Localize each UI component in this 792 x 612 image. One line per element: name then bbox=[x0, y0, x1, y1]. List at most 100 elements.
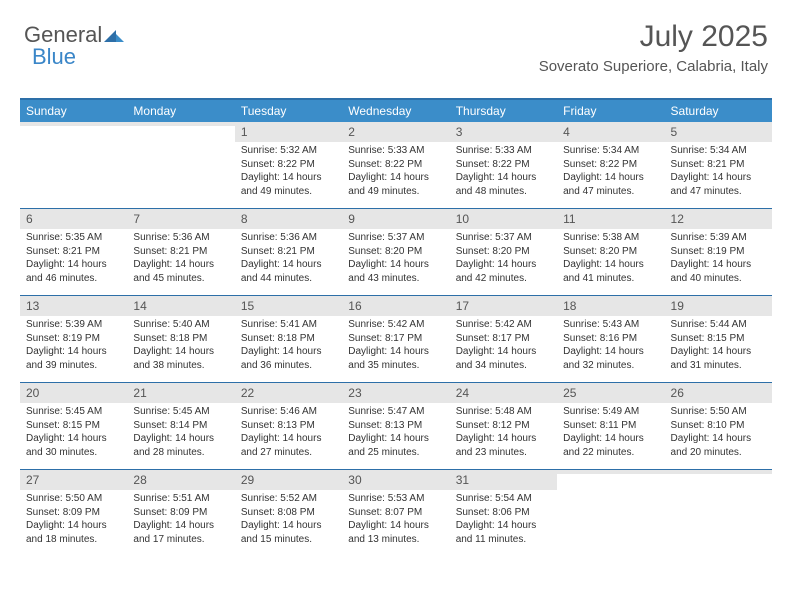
day-details: Sunrise: 5:49 AMSunset: 8:11 PMDaylight:… bbox=[557, 403, 664, 463]
day-details: Sunrise: 5:50 AMSunset: 8:09 PMDaylight:… bbox=[20, 490, 127, 550]
day-details: Sunrise: 5:33 AMSunset: 8:22 PMDaylight:… bbox=[342, 142, 449, 202]
day-details: Sunrise: 5:36 AMSunset: 8:21 PMDaylight:… bbox=[235, 229, 342, 289]
day-details: Sunrise: 5:39 AMSunset: 8:19 PMDaylight:… bbox=[20, 316, 127, 376]
week-row: 6Sunrise: 5:35 AMSunset: 8:21 PMDaylight… bbox=[20, 208, 772, 295]
day-number: 6 bbox=[20, 209, 127, 229]
day-details: Sunrise: 5:52 AMSunset: 8:08 PMDaylight:… bbox=[235, 490, 342, 550]
day-header: Sunday bbox=[20, 100, 127, 122]
day-details: Sunrise: 5:32 AMSunset: 8:22 PMDaylight:… bbox=[235, 142, 342, 202]
day-cell bbox=[20, 122, 127, 208]
day-number: 3 bbox=[450, 122, 557, 142]
day-number: 17 bbox=[450, 296, 557, 316]
day-number: 2 bbox=[342, 122, 449, 142]
day-number: 22 bbox=[235, 383, 342, 403]
day-header: Friday bbox=[557, 100, 664, 122]
day-number: 12 bbox=[665, 209, 772, 229]
day-details: Sunrise: 5:40 AMSunset: 8:18 PMDaylight:… bbox=[127, 316, 234, 376]
day-cell: 23Sunrise: 5:47 AMSunset: 8:13 PMDayligh… bbox=[342, 383, 449, 469]
day-header: Thursday bbox=[450, 100, 557, 122]
day-number: 9 bbox=[342, 209, 449, 229]
day-header-row: Sunday Monday Tuesday Wednesday Thursday… bbox=[20, 100, 772, 122]
day-cell: 19Sunrise: 5:44 AMSunset: 8:15 PMDayligh… bbox=[665, 296, 772, 382]
day-number: 27 bbox=[20, 470, 127, 490]
day-number: 24 bbox=[450, 383, 557, 403]
location-label: Soverato Superiore, Calabria, Italy bbox=[539, 58, 768, 75]
day-cell: 31Sunrise: 5:54 AMSunset: 8:06 PMDayligh… bbox=[450, 470, 557, 556]
day-cell: 16Sunrise: 5:42 AMSunset: 8:17 PMDayligh… bbox=[342, 296, 449, 382]
day-cell: 29Sunrise: 5:52 AMSunset: 8:08 PMDayligh… bbox=[235, 470, 342, 556]
day-number: 25 bbox=[557, 383, 664, 403]
day-cell: 25Sunrise: 5:49 AMSunset: 8:11 PMDayligh… bbox=[557, 383, 664, 469]
day-number: 31 bbox=[450, 470, 557, 490]
day-cell: 17Sunrise: 5:42 AMSunset: 8:17 PMDayligh… bbox=[450, 296, 557, 382]
day-details: Sunrise: 5:46 AMSunset: 8:13 PMDaylight:… bbox=[235, 403, 342, 463]
day-cell: 11Sunrise: 5:38 AMSunset: 8:20 PMDayligh… bbox=[557, 209, 664, 295]
day-number bbox=[665, 470, 772, 474]
day-details: Sunrise: 5:45 AMSunset: 8:15 PMDaylight:… bbox=[20, 403, 127, 463]
day-number: 20 bbox=[20, 383, 127, 403]
day-details: Sunrise: 5:43 AMSunset: 8:16 PMDaylight:… bbox=[557, 316, 664, 376]
day-details: Sunrise: 5:42 AMSunset: 8:17 PMDaylight:… bbox=[342, 316, 449, 376]
day-details: Sunrise: 5:36 AMSunset: 8:21 PMDaylight:… bbox=[127, 229, 234, 289]
day-number: 28 bbox=[127, 470, 234, 490]
day-cell: 15Sunrise: 5:41 AMSunset: 8:18 PMDayligh… bbox=[235, 296, 342, 382]
day-header: Tuesday bbox=[235, 100, 342, 122]
week-row: 27Sunrise: 5:50 AMSunset: 8:09 PMDayligh… bbox=[20, 469, 772, 556]
week-row: 20Sunrise: 5:45 AMSunset: 8:15 PMDayligh… bbox=[20, 382, 772, 469]
day-cell: 5Sunrise: 5:34 AMSunset: 8:21 PMDaylight… bbox=[665, 122, 772, 208]
day-cell: 27Sunrise: 5:50 AMSunset: 8:09 PMDayligh… bbox=[20, 470, 127, 556]
day-cell: 2Sunrise: 5:33 AMSunset: 8:22 PMDaylight… bbox=[342, 122, 449, 208]
day-details: Sunrise: 5:44 AMSunset: 8:15 PMDaylight:… bbox=[665, 316, 772, 376]
day-details: Sunrise: 5:53 AMSunset: 8:07 PMDaylight:… bbox=[342, 490, 449, 550]
day-number bbox=[557, 470, 664, 474]
day-cell bbox=[127, 122, 234, 208]
day-details: Sunrise: 5:41 AMSunset: 8:18 PMDaylight:… bbox=[235, 316, 342, 376]
day-details: Sunrise: 5:38 AMSunset: 8:20 PMDaylight:… bbox=[557, 229, 664, 289]
day-number: 7 bbox=[127, 209, 234, 229]
day-details: Sunrise: 5:51 AMSunset: 8:09 PMDaylight:… bbox=[127, 490, 234, 550]
day-cell: 9Sunrise: 5:37 AMSunset: 8:20 PMDaylight… bbox=[342, 209, 449, 295]
day-cell: 26Sunrise: 5:50 AMSunset: 8:10 PMDayligh… bbox=[665, 383, 772, 469]
day-details: Sunrise: 5:45 AMSunset: 8:14 PMDaylight:… bbox=[127, 403, 234, 463]
day-cell: 12Sunrise: 5:39 AMSunset: 8:19 PMDayligh… bbox=[665, 209, 772, 295]
day-cell: 22Sunrise: 5:46 AMSunset: 8:13 PMDayligh… bbox=[235, 383, 342, 469]
day-cell: 28Sunrise: 5:51 AMSunset: 8:09 PMDayligh… bbox=[127, 470, 234, 556]
brand-blue: Blue bbox=[32, 44, 76, 70]
day-cell: 10Sunrise: 5:37 AMSunset: 8:20 PMDayligh… bbox=[450, 209, 557, 295]
day-details: Sunrise: 5:35 AMSunset: 8:21 PMDaylight:… bbox=[20, 229, 127, 289]
day-number: 11 bbox=[557, 209, 664, 229]
day-cell: 14Sunrise: 5:40 AMSunset: 8:18 PMDayligh… bbox=[127, 296, 234, 382]
day-cell: 3Sunrise: 5:33 AMSunset: 8:22 PMDaylight… bbox=[450, 122, 557, 208]
day-cell: 1Sunrise: 5:32 AMSunset: 8:22 PMDaylight… bbox=[235, 122, 342, 208]
calendar: Sunday Monday Tuesday Wednesday Thursday… bbox=[20, 98, 772, 556]
day-details: Sunrise: 5:37 AMSunset: 8:20 PMDaylight:… bbox=[342, 229, 449, 289]
week-row: 13Sunrise: 5:39 AMSunset: 8:19 PMDayligh… bbox=[20, 295, 772, 382]
day-number: 16 bbox=[342, 296, 449, 316]
day-details: Sunrise: 5:47 AMSunset: 8:13 PMDaylight:… bbox=[342, 403, 449, 463]
day-number bbox=[20, 122, 127, 126]
day-number: 29 bbox=[235, 470, 342, 490]
month-title: July 2025 bbox=[539, 20, 768, 54]
day-number: 23 bbox=[342, 383, 449, 403]
day-number: 30 bbox=[342, 470, 449, 490]
day-details: Sunrise: 5:37 AMSunset: 8:20 PMDaylight:… bbox=[450, 229, 557, 289]
header-right: July 2025 Soverato Superiore, Calabria, … bbox=[539, 20, 768, 75]
day-cell bbox=[557, 470, 664, 556]
day-cell bbox=[665, 470, 772, 556]
day-number: 19 bbox=[665, 296, 772, 316]
day-number: 13 bbox=[20, 296, 127, 316]
day-header: Saturday bbox=[665, 100, 772, 122]
day-header: Wednesday bbox=[342, 100, 449, 122]
day-number: 21 bbox=[127, 383, 234, 403]
day-number: 14 bbox=[127, 296, 234, 316]
day-number: 15 bbox=[235, 296, 342, 316]
day-cell: 20Sunrise: 5:45 AMSunset: 8:15 PMDayligh… bbox=[20, 383, 127, 469]
week-row: 1Sunrise: 5:32 AMSunset: 8:22 PMDaylight… bbox=[20, 122, 772, 208]
day-number bbox=[127, 122, 234, 126]
day-details: Sunrise: 5:34 AMSunset: 8:22 PMDaylight:… bbox=[557, 142, 664, 202]
logo-triangle-icon bbox=[104, 22, 124, 48]
day-number: 18 bbox=[557, 296, 664, 316]
day-number: 10 bbox=[450, 209, 557, 229]
day-details: Sunrise: 5:39 AMSunset: 8:19 PMDaylight:… bbox=[665, 229, 772, 289]
day-cell: 8Sunrise: 5:36 AMSunset: 8:21 PMDaylight… bbox=[235, 209, 342, 295]
